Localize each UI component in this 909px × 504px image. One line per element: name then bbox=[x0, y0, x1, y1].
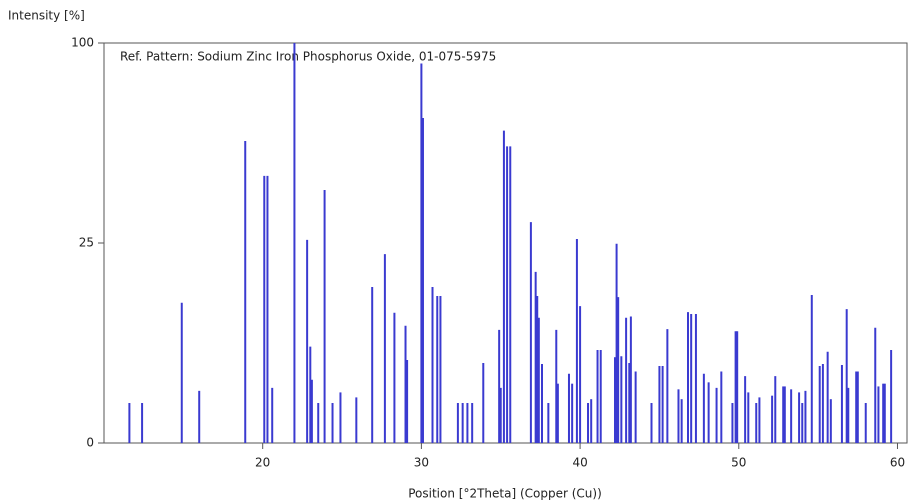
y-tick-label: 100 bbox=[71, 36, 94, 50]
y-tick-label: 25 bbox=[79, 236, 94, 250]
x-axis-label: Position [°2Theta] (Copper (Cu)) bbox=[408, 487, 602, 501]
chart-title: Ref. Pattern: Sodium Zinc Iron Phosphoru… bbox=[120, 50, 496, 64]
y-axis-label: Intensity [%] bbox=[8, 9, 85, 23]
x-tick-label: 20 bbox=[255, 456, 270, 470]
x-tick-label: 50 bbox=[731, 456, 746, 470]
x-tick-label: 30 bbox=[414, 456, 429, 470]
x-tick-label: 60 bbox=[890, 456, 905, 470]
plot-frame bbox=[103, 42, 908, 444]
x-tick-label: 40 bbox=[572, 456, 587, 470]
y-tick-label: 0 bbox=[86, 436, 94, 450]
